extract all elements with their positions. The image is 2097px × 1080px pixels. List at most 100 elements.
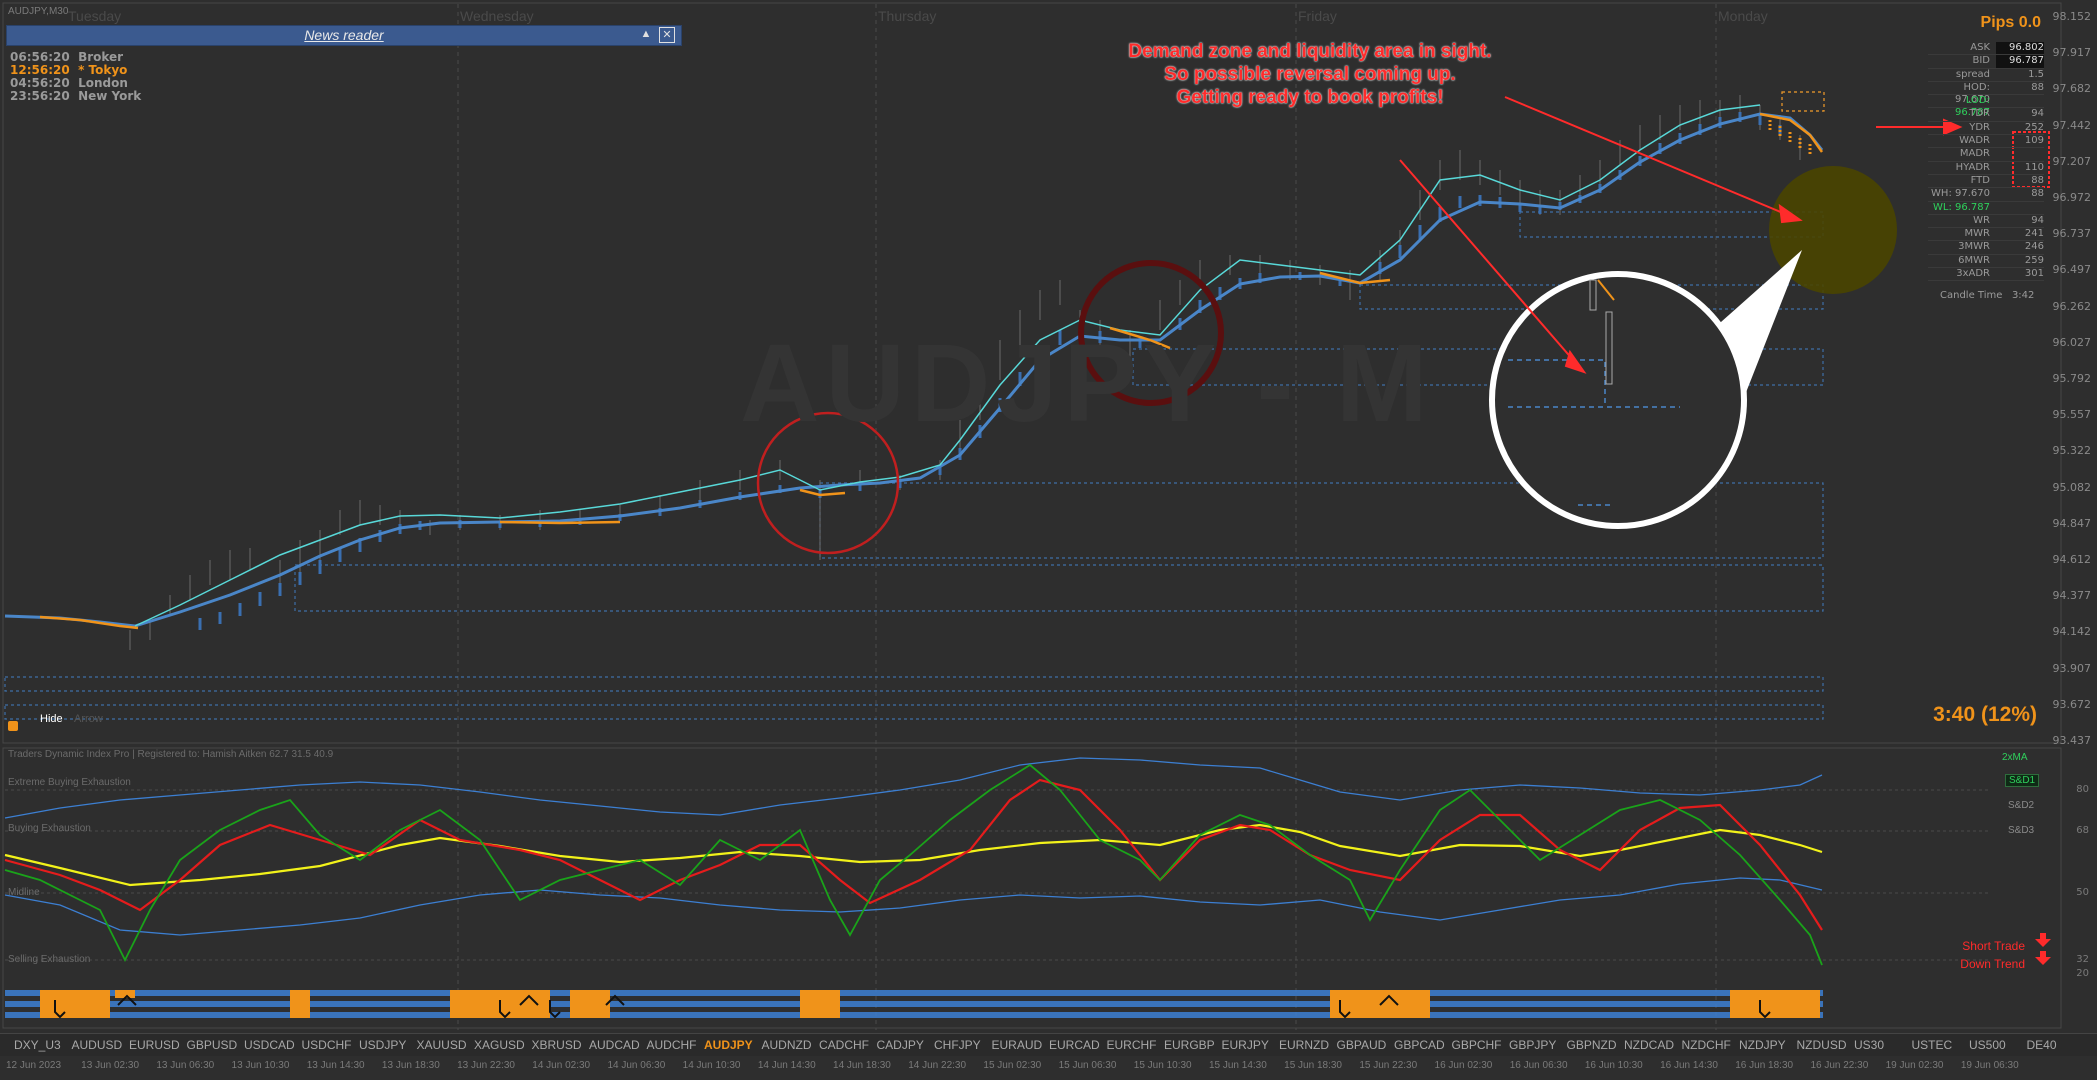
clock-city: * Tokyo [78, 63, 128, 77]
symbol-tab[interactable]: GBPJPY [1509, 1038, 1557, 1052]
time-tick: 13 Jun 14:30 [306, 1060, 365, 1071]
candle-timer: 3:40 (12%) [1933, 703, 2037, 726]
clock-time: 04:56:20 [10, 76, 70, 90]
symbol-tab[interactable]: DE40 [2026, 1038, 2057, 1052]
short-trade-label: Short Trade [1962, 939, 2025, 953]
symbol-tab[interactable]: XAGUSD [474, 1038, 525, 1052]
price-tick: 95.792 [2052, 372, 2092, 385]
price-tick: 93.437 [2052, 734, 2092, 747]
symbol-tab[interactable]: CHFJPY [934, 1038, 981, 1052]
stat-key: FTD [1970, 174, 1990, 186]
symbol-tab[interactable]: USDCAD [244, 1038, 295, 1052]
time-tick: 16 Jun 22:30 [1810, 1060, 1869, 1071]
stat-value: 252 [2024, 121, 2044, 133]
arrow-button[interactable]: Arrow [74, 713, 103, 725]
symbol-tab[interactable]: DXY_U3 [14, 1038, 61, 1052]
symbol-tab[interactable]: GBPCAD [1394, 1038, 1445, 1052]
price-tick: 98.152 [2052, 10, 2092, 23]
hide-button[interactable]: Hide [40, 713, 63, 725]
highlight-circle-dark [1078, 260, 1224, 406]
clock-city: New York [78, 89, 142, 103]
annotation-line: Demand zone and liquidity area in sight. [1128, 41, 1492, 62]
symbol-tab[interactable]: EURCHF [1106, 1038, 1157, 1052]
symbol-tab[interactable]: EURJPY [1221, 1038, 1269, 1052]
symbol-tab[interactable]: EURAUD [991, 1038, 1043, 1052]
highlight-circle-red [756, 411, 900, 555]
stat-value: 88 [2031, 81, 2044, 93]
symbol-tab[interactable]: AUDNZD [761, 1038, 812, 1052]
legend-sd1[interactable]: S&D1 [2005, 774, 2040, 787]
time-axis: 12 Jun 2023 13 Jun 02:30 13 Jun 06:30 13 Ju… [0, 1060, 2097, 1080]
clock-london: 04:56:20 London [10, 76, 128, 90]
time-tick: 15 Jun 10:30 [1133, 1060, 1192, 1071]
symbol-tab[interactable]: GBPAUD [1336, 1038, 1387, 1052]
close-icon[interactable]: ✕ [659, 27, 675, 43]
price-tick: 93.672 [2052, 697, 2092, 711]
symbol-tab[interactable]: US500 [1969, 1038, 2006, 1052]
stat-key: WR [1973, 214, 1990, 226]
time-tick: 16 Jun 10:30 [1584, 1060, 1643, 1071]
stat-row: MADR [1928, 148, 2044, 162]
symbol-tab[interactable]: USDJPY [359, 1038, 407, 1052]
symbol-watermark: AUDJPY - M [740, 322, 1434, 445]
price-tick: 96.027 [2052, 335, 2092, 349]
tdi-oscillator [4, 757, 1990, 966]
stat-key: 3MWR [1958, 241, 1990, 253]
candle-time: Candle Time 3:42 [1940, 290, 2034, 301]
symbol-tab[interactable]: CADCHF [819, 1038, 869, 1052]
toggle-icon[interactable] [8, 721, 18, 731]
symbol-tab[interactable]: XAUUSD [416, 1038, 467, 1052]
symbol-tab[interactable]: EURUSD [129, 1038, 180, 1052]
price-tick: 94.377 [2052, 589, 2092, 603]
symbol-tab[interactable]: EURCAD [1049, 1038, 1100, 1052]
symbol-tab[interactable]: EURGBP [1164, 1038, 1215, 1052]
symbol-tab[interactable]: GBPUSD [186, 1038, 238, 1052]
stat-value: 94 [2031, 108, 2044, 120]
legend-sd3[interactable]: S&D3 [2008, 825, 2035, 836]
time-tick: 15 Jun 02:30 [983, 1060, 1042, 1071]
stat-value: 96.802 [1996, 42, 2044, 55]
stat-row: 3MWR 246 [1928, 241, 2044, 255]
symbol-tab[interactable]: XBRUSD [531, 1038, 582, 1052]
stat-key: LOD: 96.787 [1955, 95, 1990, 119]
stat-value: 1.5 [2028, 68, 2044, 80]
symbol-tab[interactable]: USTEC [1911, 1038, 1953, 1052]
symbol-tab[interactable]: US30 [1854, 1038, 1885, 1052]
price-tick: 95.082 [2052, 480, 2092, 494]
osc-tick: 50 [2076, 887, 2089, 898]
symbol-tab[interactable]: CADJPY [876, 1038, 924, 1052]
symbol-tab[interactable]: AUDCHF [646, 1038, 697, 1052]
symbol-tab[interactable]: NZDCAD [1624, 1038, 1674, 1052]
symbol-tab[interactable]: AUDJPY [704, 1038, 753, 1052]
annotation-arrows [1399, 96, 1963, 374]
symbol-tabs: DXY_U3 AUDUSD EURUSD GBPUSD USDCAD USDCHF USDJ… [0, 1033, 2097, 1056]
symbol-tab[interactable]: GBPNZD [1566, 1038, 1617, 1052]
symbol-tab[interactable]: EURNZD [1279, 1038, 1329, 1052]
price-tick: 97.207 [2052, 154, 2092, 168]
stat-value: 110 [2024, 161, 2044, 173]
time-tick: 13 Jun 10:30 [231, 1060, 290, 1071]
stat-key: MWR [1964, 228, 1990, 240]
price-tick: 93.907 [2052, 661, 2092, 675]
symbol-tab[interactable]: AUDUSD [71, 1038, 123, 1052]
zone-label: Buying Exhaustion [8, 823, 91, 834]
symbol-tab[interactable]: USDCHF [301, 1038, 352, 1052]
news-reader-bar[interactable]: News reader ▲ ✕ [6, 25, 682, 46]
price-tick: 97.682 [2052, 82, 2092, 96]
candle-time-value: 3:42 [2011, 290, 2035, 301]
news-reader-title[interactable]: News reader [304, 27, 384, 43]
day-label: Friday [1298, 8, 1337, 24]
stat-row: ASK 96.802 [1928, 42, 2044, 56]
symbol-tab[interactable]: NZDCHF [1681, 1038, 1731, 1052]
stat-row: LOD: 96.787 [1928, 95, 2044, 119]
legend-2xma[interactable]: 2xMA [2002, 752, 2028, 763]
symbol-tab[interactable]: NZDJPY [1739, 1038, 1786, 1052]
minimize-icon[interactable]: ▲ [640, 28, 652, 40]
symbol-tab[interactable]: GBPCHF [1451, 1038, 1502, 1052]
clock-time: 06:56:20 [10, 50, 70, 64]
legend-sd2[interactable]: S&D2 [2008, 800, 2035, 811]
time-tick: 19 Jun 02:30 [1885, 1060, 1944, 1071]
symbol-tab[interactable]: NZDUSD [1796, 1038, 1847, 1052]
symbol-tab[interactable]: AUDCAD [589, 1038, 640, 1052]
